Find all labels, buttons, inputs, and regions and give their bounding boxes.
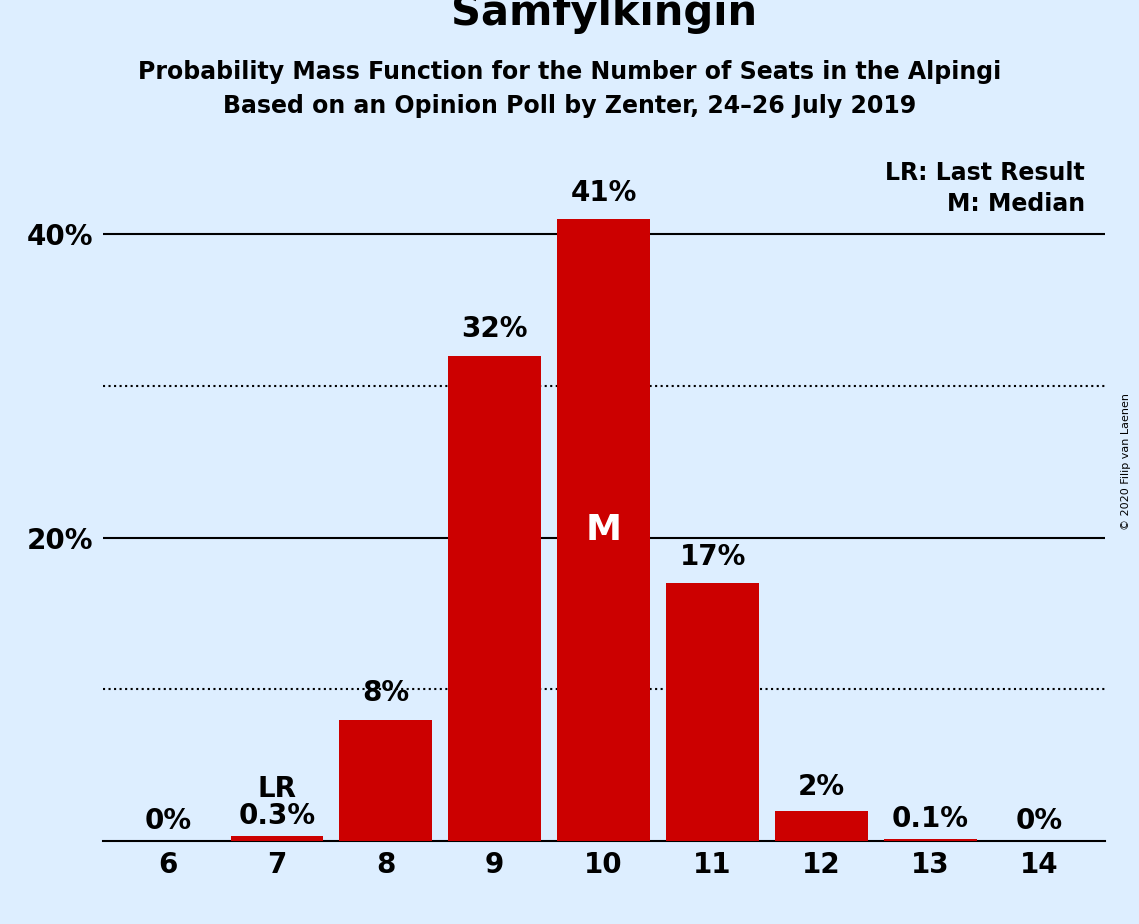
Bar xyxy=(449,356,541,841)
Text: 8%: 8% xyxy=(362,679,409,708)
Title: Samfylkingin: Samfylkingin xyxy=(451,0,756,34)
Bar xyxy=(339,720,432,841)
Text: 32%: 32% xyxy=(461,315,528,344)
Text: 0.1%: 0.1% xyxy=(892,805,969,833)
Text: © 2020 Filip van Laenen: © 2020 Filip van Laenen xyxy=(1121,394,1131,530)
Bar xyxy=(666,583,759,841)
Bar xyxy=(557,219,650,841)
Bar xyxy=(776,810,868,841)
Text: 0.3%: 0.3% xyxy=(238,802,316,831)
Bar xyxy=(230,836,323,841)
Text: LR: Last Result: LR: Last Result xyxy=(885,161,1084,185)
Text: 17%: 17% xyxy=(680,543,746,571)
Text: M: Median: M: Median xyxy=(947,192,1084,216)
Text: LR: LR xyxy=(257,775,296,803)
Text: 0%: 0% xyxy=(145,807,191,834)
Text: Probability Mass Function for the Number of Seats in the Alpingi: Probability Mass Function for the Number… xyxy=(138,60,1001,84)
Bar xyxy=(884,839,977,841)
Text: 0%: 0% xyxy=(1016,807,1063,834)
Text: M: M xyxy=(585,513,622,547)
Text: 41%: 41% xyxy=(571,179,637,207)
Text: 2%: 2% xyxy=(798,773,845,801)
Text: Based on an Opinion Poll by Zenter, 24–26 July 2019: Based on an Opinion Poll by Zenter, 24–2… xyxy=(223,94,916,118)
